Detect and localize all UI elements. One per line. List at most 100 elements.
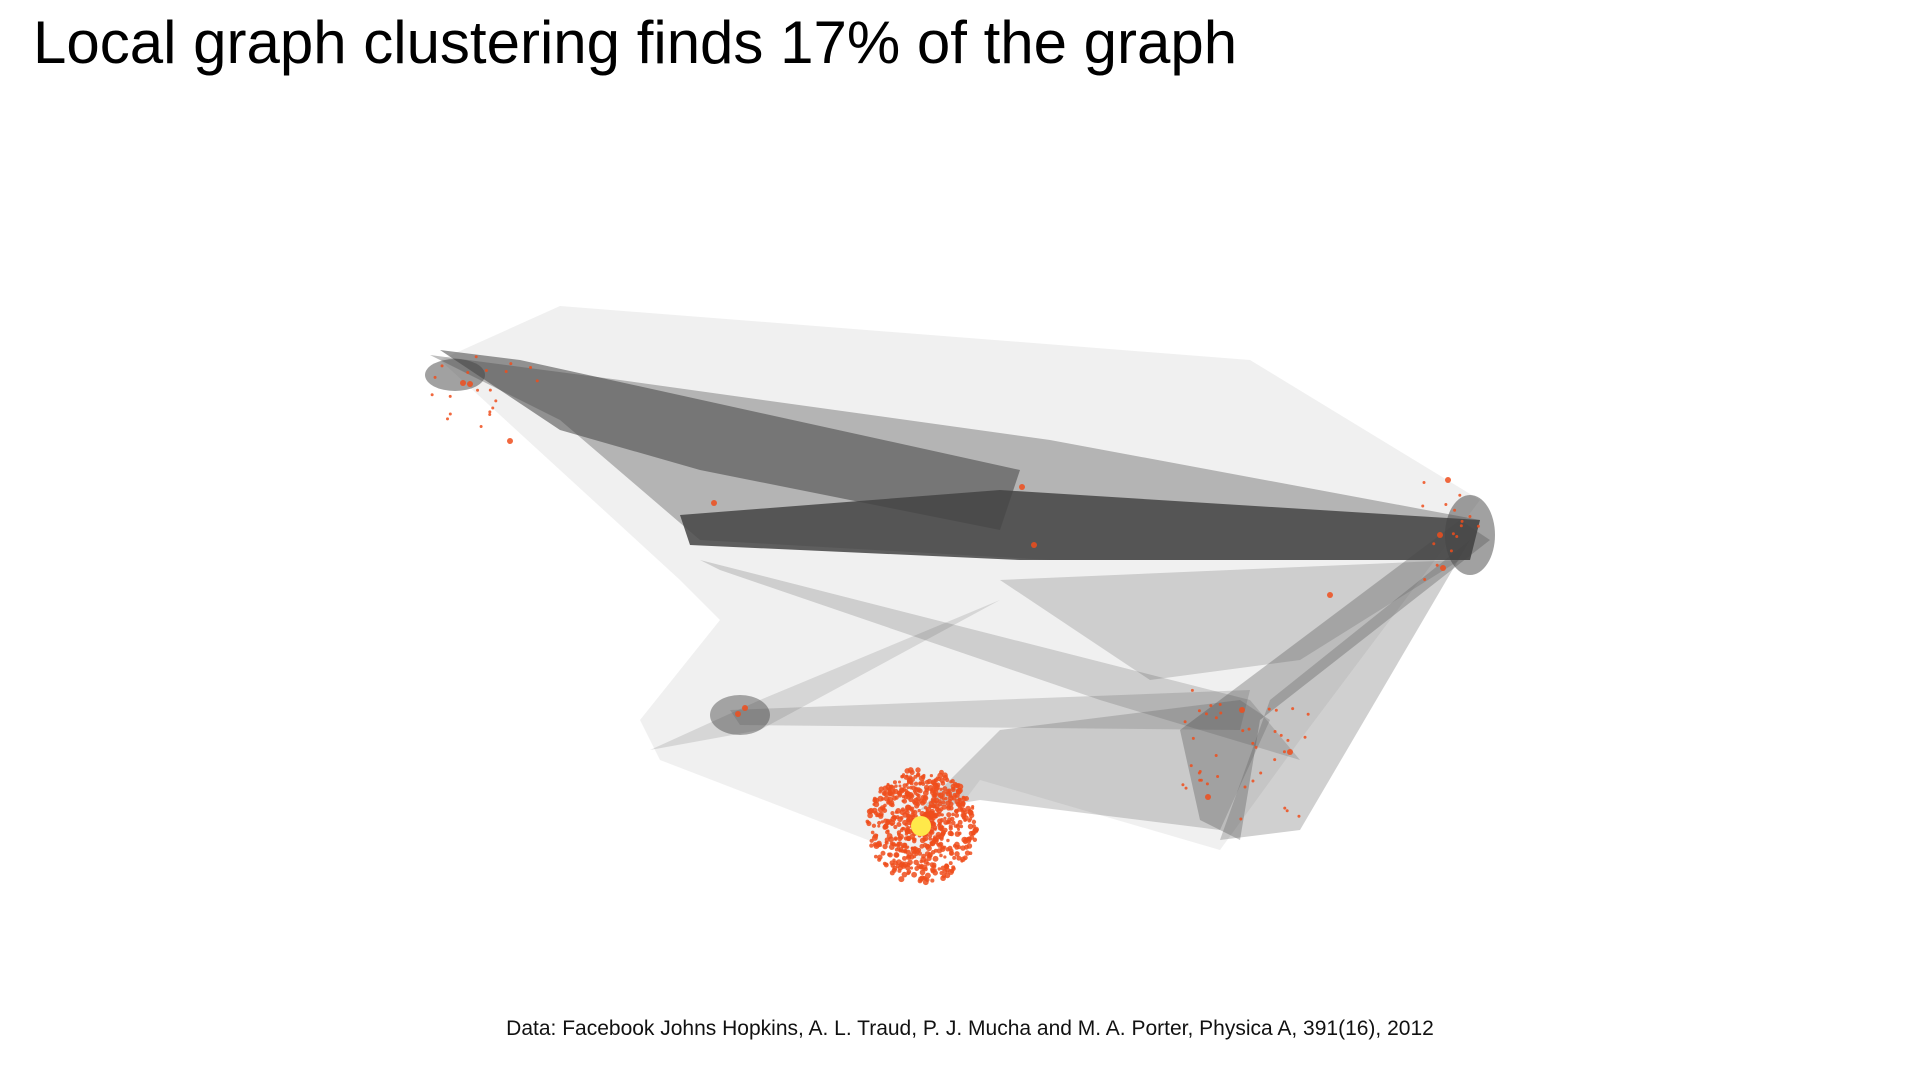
node bbox=[944, 796, 948, 801]
node bbox=[906, 781, 911, 785]
node bbox=[906, 794, 912, 800]
node bbox=[883, 824, 889, 830]
node bbox=[1251, 741, 1255, 745]
node bbox=[479, 425, 483, 429]
node bbox=[898, 876, 905, 883]
node bbox=[905, 865, 911, 871]
node bbox=[1444, 503, 1448, 507]
node bbox=[946, 812, 952, 818]
node bbox=[934, 815, 938, 819]
node bbox=[953, 783, 959, 789]
node bbox=[910, 814, 916, 820]
node bbox=[906, 845, 910, 849]
node bbox=[1198, 778, 1202, 782]
node bbox=[488, 388, 492, 392]
node bbox=[866, 820, 872, 827]
node bbox=[906, 813, 911, 818]
node bbox=[890, 811, 895, 816]
node bbox=[911, 871, 918, 878]
node bbox=[440, 364, 444, 368]
node bbox=[886, 833, 893, 839]
node bbox=[889, 841, 894, 846]
node bbox=[943, 855, 947, 859]
node bbox=[903, 849, 908, 854]
node bbox=[474, 355, 478, 359]
node bbox=[941, 800, 946, 805]
node bbox=[918, 798, 924, 804]
node bbox=[925, 845, 932, 852]
node bbox=[1214, 754, 1218, 758]
node bbox=[869, 843, 874, 848]
node bbox=[971, 805, 975, 809]
node bbox=[1219, 711, 1223, 715]
node bbox=[446, 417, 450, 421]
node bbox=[1273, 758, 1277, 762]
node bbox=[954, 813, 960, 818]
node bbox=[896, 845, 901, 850]
node bbox=[1458, 493, 1462, 497]
node bbox=[488, 410, 492, 414]
node bbox=[1451, 532, 1455, 536]
node bbox=[875, 841, 881, 848]
node bbox=[900, 845, 905, 849]
node bbox=[1274, 708, 1278, 712]
node bbox=[906, 871, 911, 876]
node bbox=[880, 850, 886, 856]
node bbox=[1267, 707, 1271, 711]
node bbox=[909, 785, 913, 790]
node bbox=[937, 772, 944, 779]
node bbox=[507, 438, 513, 444]
node bbox=[962, 855, 968, 861]
node bbox=[504, 369, 508, 373]
node bbox=[924, 872, 931, 879]
node bbox=[885, 829, 890, 835]
node bbox=[946, 805, 951, 809]
node bbox=[934, 837, 939, 842]
node bbox=[938, 793, 942, 797]
node bbox=[904, 827, 910, 833]
node bbox=[935, 831, 942, 838]
node bbox=[948, 824, 953, 829]
node bbox=[882, 808, 888, 814]
node bbox=[897, 780, 901, 784]
node bbox=[922, 879, 929, 886]
node bbox=[971, 831, 976, 836]
node bbox=[918, 775, 925, 782]
node bbox=[965, 837, 972, 844]
node bbox=[967, 823, 974, 830]
node bbox=[887, 852, 893, 858]
node bbox=[887, 798, 891, 803]
node bbox=[926, 855, 932, 861]
node bbox=[1239, 707, 1245, 713]
node bbox=[941, 873, 947, 879]
node bbox=[880, 820, 885, 824]
node bbox=[959, 824, 964, 829]
node bbox=[942, 869, 948, 875]
node bbox=[901, 871, 908, 878]
node bbox=[894, 784, 898, 788]
node bbox=[957, 783, 964, 790]
node bbox=[961, 801, 966, 805]
node bbox=[964, 850, 971, 856]
node bbox=[948, 861, 953, 866]
node bbox=[911, 837, 916, 841]
node bbox=[491, 406, 495, 410]
node bbox=[939, 846, 946, 852]
node bbox=[1254, 745, 1258, 749]
node bbox=[955, 824, 961, 829]
node bbox=[924, 779, 930, 785]
node bbox=[873, 854, 878, 859]
node bbox=[939, 787, 943, 791]
node bbox=[954, 798, 960, 805]
node bbox=[893, 860, 898, 866]
node bbox=[908, 775, 913, 780]
node bbox=[872, 798, 878, 803]
node bbox=[488, 412, 492, 416]
node bbox=[922, 795, 929, 801]
node bbox=[913, 781, 919, 786]
node bbox=[897, 832, 901, 837]
node bbox=[928, 817, 935, 823]
node bbox=[927, 785, 934, 791]
node bbox=[939, 827, 944, 832]
